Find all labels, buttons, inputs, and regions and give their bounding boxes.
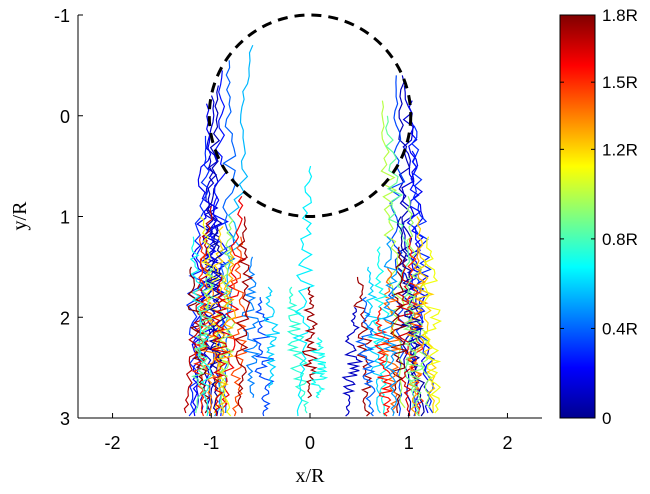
trajectory-line	[254, 297, 274, 416]
x-tick-label: 0	[305, 433, 315, 453]
trajectory-line	[373, 247, 389, 416]
y-tick-label: 1	[60, 208, 70, 228]
trajectory-line	[357, 297, 375, 416]
x-axis-ticks: -2 -1 0 1 2	[105, 413, 513, 453]
x-tick-label: -2	[105, 433, 121, 453]
colorbar-tick-label: 1.2R	[602, 140, 638, 159]
colorbar-gradient	[560, 15, 595, 418]
trajectory-line	[424, 237, 441, 413]
dashed-circle-outline	[209, 15, 411, 217]
trajectory-line	[343, 307, 361, 416]
x-axis-label: x/R	[296, 465, 326, 487]
colorbar-tick-label: 0.4R	[602, 319, 638, 338]
colorbar-tick-label: 1.8R	[602, 6, 638, 25]
y-tick-label: 2	[60, 308, 70, 328]
y-tick-label: 3	[60, 409, 70, 429]
trajectory-line	[354, 277, 371, 416]
y-axis-ticks: -1 0 1 2 3	[54, 6, 83, 429]
x-tick-label: 1	[404, 433, 414, 453]
colorbar-tick-label: 0.8R	[602, 230, 638, 249]
colorbar-tick-label: 0	[602, 409, 611, 428]
y-axis-label: y/R	[9, 201, 31, 231]
x-tick-label: 2	[502, 433, 512, 453]
y-tick-label: 0	[60, 107, 70, 127]
y-tick-label: -1	[54, 6, 70, 26]
trajectory-line	[235, 217, 252, 414]
colorbar-tick-label: 1.5R	[602, 73, 638, 92]
colorbar: 0 0.4R 0.8R 1.2R 1.5R 1.8R	[560, 6, 638, 428]
trajectory-lines	[184, 45, 440, 416]
x-tick-label: -1	[203, 433, 219, 453]
